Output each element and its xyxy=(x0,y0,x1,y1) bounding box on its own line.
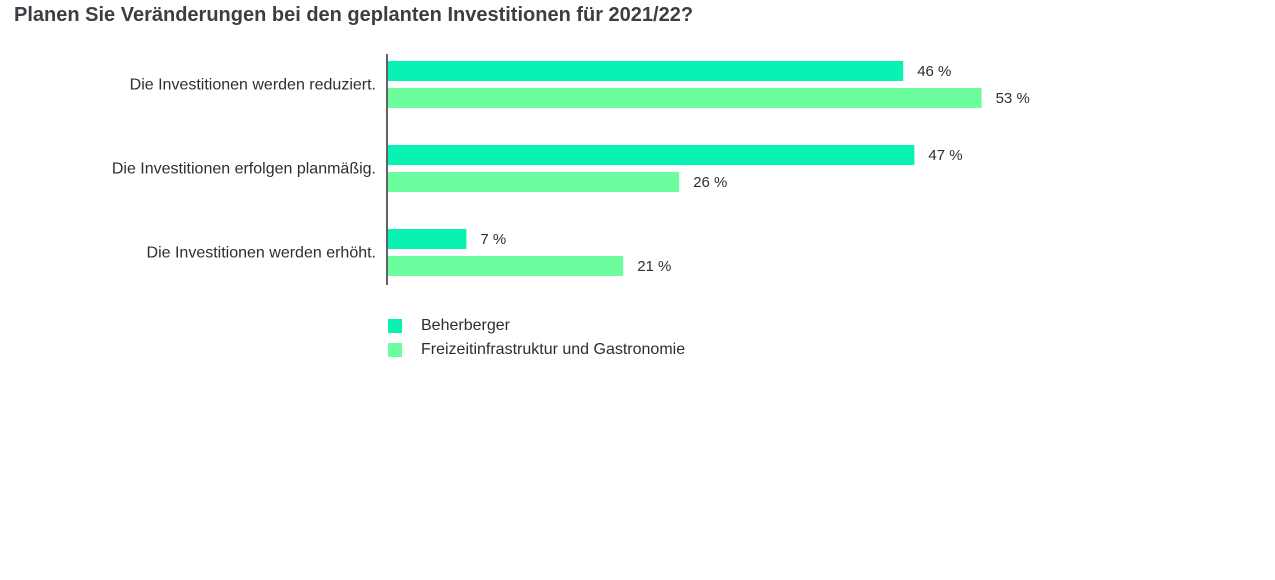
data-label: 7 % xyxy=(480,231,506,248)
data-label: 46 % xyxy=(917,63,951,80)
chart-title: Planen Sie Veränderungen bei den geplant… xyxy=(14,4,694,26)
legend-swatch-freizeitinfrastruktur xyxy=(388,343,402,357)
bar-beherberger xyxy=(388,229,467,249)
bar-freizeitinfrastruktur xyxy=(388,256,624,276)
bar-freizeitinfrastruktur xyxy=(388,88,982,108)
data-label: 26 % xyxy=(693,174,727,191)
legend-item-beherberger: Beherberger xyxy=(388,314,685,338)
legend-label-beherberger: Beherberger xyxy=(421,317,510,334)
bar-beherberger xyxy=(388,145,915,165)
legend-swatch-beherberger xyxy=(388,319,402,333)
category-label: Die Investitionen erfolgen planmäßig. xyxy=(112,161,376,178)
bar-freizeitinfrastruktur xyxy=(388,172,680,192)
legend-item-freizeitinfrastruktur: Freizeitinfrastruktur und Gastronomie xyxy=(388,338,685,362)
bar-beherberger xyxy=(388,61,904,81)
category-label: Die Investitionen werden reduziert. xyxy=(130,77,376,94)
category-label: Die Investitionen werden erhöht. xyxy=(147,245,376,262)
legend: Beherberger Freizeitinfrastruktur und Ga… xyxy=(388,314,685,362)
legend-label-freizeitinfrastruktur: Freizeitinfrastruktur und Gastronomie xyxy=(421,341,686,358)
data-label: 53 % xyxy=(996,90,1030,107)
data-label: 47 % xyxy=(928,147,962,164)
data-label: 21 % xyxy=(637,258,671,275)
